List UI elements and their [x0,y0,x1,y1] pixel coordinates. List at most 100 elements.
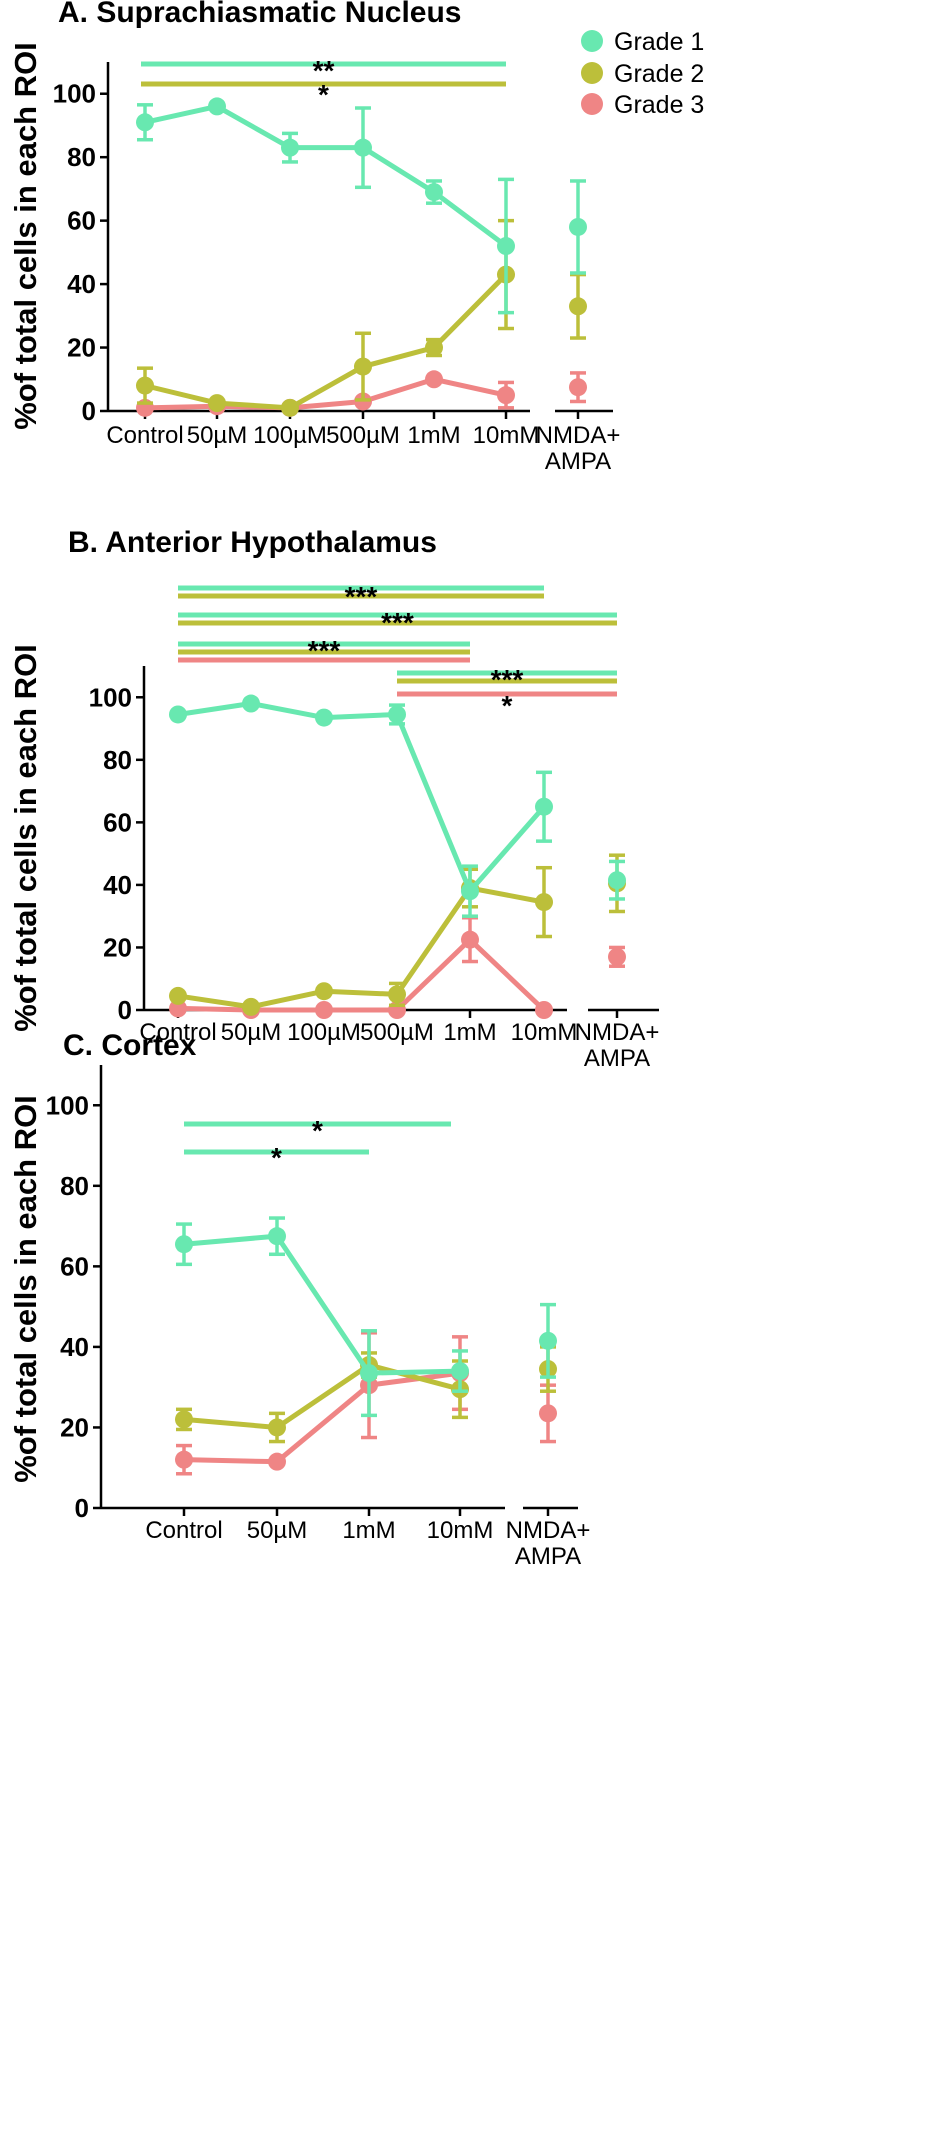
significance-label: * [312,1115,323,1146]
x-tick-label-500um: 500µM [326,422,400,449]
x-tick-label-10mm: 10mM [427,1517,494,1544]
data-point-grade-1-10mm [535,797,553,816]
y-tick-label: 40 [67,269,96,299]
data-point-grade-2-500um [354,357,372,376]
x-tick-label-1mm: 1mM [407,422,460,449]
data-point-grade-3-10mm [535,1001,553,1019]
panel-anterior-hypothalamus: B. Anterior Hypothalamus %of total cells … [8,526,659,1072]
data-point-grade-3-100um [315,1001,333,1019]
data-point-grade-2-500um [388,985,406,1004]
data-point-grade-1-control [175,1235,193,1254]
data-point-grade-1-50um [242,694,260,713]
significance-bars: ** [184,1115,451,1173]
x-tick-label-50um: 50µM [247,1517,308,1544]
data-point-grade-1-nmda-ampa [539,1331,557,1350]
series-line-grade-3 [177,937,546,1013]
x-tick-label-10mm: 10mM [473,422,540,449]
y-axis-label: %of total cells in each ROI [8,42,43,430]
data-point-grade-2-nmda-ampa [569,297,587,316]
legend-item-grade-1: Grade 1 [581,28,704,56]
x-tick-label-ampa: AMPA [584,1045,650,1072]
data-point-grade-1-50um [268,1227,286,1246]
legend-label-grade-1: Grade 1 [614,28,704,56]
x-tick-label-1mm: 1mM [342,1517,395,1544]
significance-label: * [502,690,513,721]
significance-label: *** [345,581,378,612]
y-tick-label: 100 [46,1090,89,1120]
series-line-grade-3 [144,376,507,411]
data-point-grade-2-1mm [425,338,443,357]
data-point-grade-1-100um [281,138,299,157]
x-tick-label-100um: 100µM [287,1019,361,1046]
series-line-grade-1 [177,701,546,894]
series-line-grade-2 [183,1362,461,1430]
y-tick-label: 40 [60,1332,89,1362]
data-point-grade-2-100um [281,398,299,417]
x-tick-label-ampa: AMPA [545,448,611,475]
data-point-grade-2-50um [242,997,260,1016]
data-point-grade-1-control [136,113,154,132]
y-tick-label: 0 [82,396,96,426]
data-point-grade-1-10mm [451,1362,469,1381]
data-point-grade-1-500um [354,138,372,157]
x-tick-label-10mm: 10mM [511,1019,578,1046]
x-tick-label-100um: 100µM [253,422,327,449]
series-line-grade-2 [177,885,545,1010]
data-point-grade-3-10mm [497,386,515,405]
x-tick-label-50um: 50µM [187,422,248,449]
data-point-grade-2-50um [208,394,226,413]
x-tick-label-nmda: NMDA+ [506,1517,591,1544]
x-tick-label-nmda: NMDA+ [575,1019,660,1046]
chart-title: B. Anterior Hypothalamus [68,526,437,559]
significance-bars: ************* [178,581,617,721]
data-point-grade-1-1mm [461,882,479,901]
y-tick-label: 0 [75,1493,89,1523]
data-point-grade-2-50um [268,1418,286,1437]
data-point-grade-3-1mm [461,930,479,949]
y-tick-label: 100 [89,682,132,712]
data-point-grade-1-1mm [425,183,443,202]
y-tick-label: 100 [53,79,96,109]
data-point-grade-1-10mm [497,237,515,256]
data-point-grade-2-control [169,986,187,1005]
series-line-grade-2 [144,272,508,411]
y-axis-label: %of total cells in each ROI [8,1095,43,1483]
series-grade-2 [136,218,587,417]
y-tick-label: 80 [103,745,132,775]
data-point-grade-1-nmda-ampa [569,217,587,236]
significance-label: * [318,79,329,110]
x-tick-label-50um: 50µM [221,1019,282,1046]
y-axis-label: %of total cells in each ROI [8,644,43,1032]
legend-label-grade-3: Grade 3 [614,91,704,119]
y-tick-label: 60 [67,206,96,236]
y-tick-label: 80 [67,142,96,172]
y-tick-label: 0 [118,995,132,1025]
x-tick-label-500um: 500µM [360,1019,434,1046]
data-point-grade-1-50um [208,97,226,116]
x-tick-label-1mm: 1mM [443,1019,496,1046]
y-tick-label: 60 [60,1251,89,1281]
series-line-grade-1 [183,1233,461,1376]
significance-label: *** [381,607,414,638]
legend-item-grade-2: Grade 2 [581,60,704,88]
panel-cortex: C. Cortex %of total cells in each ROI 0 20 4… [8,1029,590,1570]
chart-title: A. Suprachiasmatic Nucleus [58,0,461,29]
series-line-grade-3 [183,1370,461,1465]
y-tick-label: 80 [60,1171,89,1201]
series-grade-2 [169,853,626,1016]
data-point-grade-2-100um [315,982,333,1001]
series-grade-1 [169,694,626,918]
x-tick-label-control: Control [139,1019,216,1046]
data-point-grade-3-nmda-ampa [569,378,587,397]
significance-label: *** [491,664,524,695]
data-point-grade-3-control [175,1450,193,1469]
panel-suprachiasmatic-nucleus: A. Suprachiasmatic Nucleus %of total cell… [8,0,620,475]
data-point-grade-2-control [175,1410,193,1429]
series-grade-1 [175,1216,557,1418]
chart-title: C. Cortex [63,1029,197,1062]
data-point-grade-3-control [169,999,187,1018]
x-tick-label-nmda: NMDA+ [536,422,621,449]
data-point-grade-1-control [169,705,187,724]
legend-marker-grade-3 [581,93,603,115]
